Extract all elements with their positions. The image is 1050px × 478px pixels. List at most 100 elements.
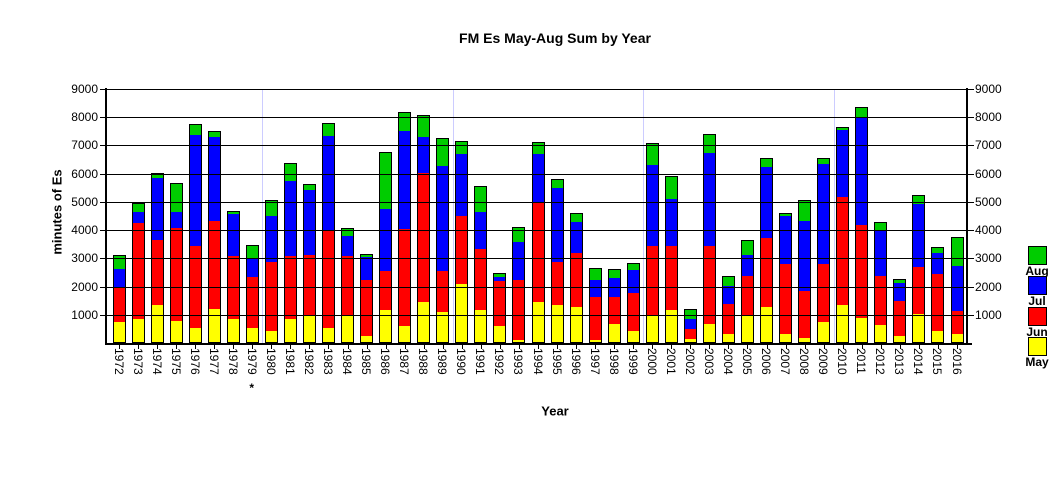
bar-segment-aug xyxy=(265,200,277,217)
bar-segment-may xyxy=(189,327,201,342)
year-label: 2007 xyxy=(778,348,793,375)
year-label: 1981 xyxy=(282,348,297,375)
bar-segment-jun xyxy=(665,246,677,310)
bar-segment-aug xyxy=(780,214,792,217)
bar-2014 xyxy=(912,194,926,343)
bar-segment-jun xyxy=(265,261,277,331)
bar-segment-jun xyxy=(513,280,525,340)
x-tick xyxy=(728,345,729,349)
x-tick xyxy=(424,345,425,349)
bar-segment-jul xyxy=(875,230,887,276)
y-tick-left xyxy=(100,173,107,175)
bar-segment-aug xyxy=(665,176,677,200)
year-label: 2016 xyxy=(949,348,964,375)
y-tick-right xyxy=(968,286,974,288)
year-label: 2014 xyxy=(911,348,926,375)
y-tick-left xyxy=(100,286,107,288)
y-tick-label-right: 1000 xyxy=(975,307,1002,322)
year-label: 1985 xyxy=(359,348,374,375)
x-tick xyxy=(309,345,310,349)
x-tick xyxy=(862,345,863,349)
bar-segment-jul xyxy=(380,209,392,272)
bar-segment-jul xyxy=(684,319,696,330)
bar-1998 xyxy=(607,269,621,343)
bar-segment-may xyxy=(437,312,449,342)
year-label: 1976 xyxy=(187,348,202,375)
gridline xyxy=(107,173,966,175)
bar-segment-aug xyxy=(837,127,849,131)
bar-segment-jul xyxy=(742,255,753,277)
bar-segment-jun xyxy=(113,286,125,323)
x-tick xyxy=(633,345,634,349)
x-tick xyxy=(443,345,444,349)
bar-segment-may xyxy=(418,302,430,342)
bar-1972 xyxy=(112,254,126,343)
bar-segment-may xyxy=(894,336,906,342)
bar-segment-jun xyxy=(722,303,734,334)
y-tick-right xyxy=(968,230,974,232)
bar-2008 xyxy=(798,199,812,343)
decade-guide-line xyxy=(833,89,835,343)
bar-2012 xyxy=(874,221,888,343)
bar-segment-aug xyxy=(475,186,487,213)
x-tick xyxy=(271,345,272,349)
year-label: 1978 xyxy=(225,348,240,375)
bar-segment-jul xyxy=(113,268,125,287)
bar-2015 xyxy=(931,246,945,343)
bar-segment-may xyxy=(837,305,849,342)
bar-segment-jul xyxy=(722,286,734,304)
bar-segment-may xyxy=(151,305,163,342)
bar-segment-jul xyxy=(608,278,620,297)
year-label: 1997 xyxy=(587,348,602,375)
bar-segment-aug xyxy=(208,131,220,138)
bar-segment-jun xyxy=(894,301,906,337)
x-tick xyxy=(138,345,139,349)
y-tick-label-left: 8000 xyxy=(71,110,98,125)
bar-segment-may xyxy=(227,319,239,342)
bar-segment-jun xyxy=(799,291,811,338)
x-tick xyxy=(957,345,958,349)
bar-segment-aug xyxy=(342,229,353,237)
bar-segment-jun xyxy=(818,264,830,323)
bar-1975 xyxy=(169,183,183,343)
bar-segment-aug xyxy=(132,204,144,213)
bar-segment-jun xyxy=(380,271,392,310)
year-label: 2011 xyxy=(854,348,869,374)
bar-segment-jul xyxy=(513,242,525,281)
bar-1999 xyxy=(626,262,640,343)
x-tick xyxy=(919,345,920,349)
bar-segment-jul xyxy=(342,236,353,256)
y-tick-label-right: 9000 xyxy=(975,82,1002,96)
y-tick-right xyxy=(968,173,974,175)
bar-segment-may xyxy=(570,306,582,342)
bar-segment-jun xyxy=(151,240,163,306)
bar-segment-may xyxy=(742,315,753,342)
x-tick xyxy=(195,345,196,349)
y-axis-left xyxy=(105,88,107,345)
bar-segment-jul xyxy=(856,117,868,225)
x-tick xyxy=(595,345,596,349)
year-label: 1999 xyxy=(625,348,640,375)
x-tick xyxy=(233,345,234,349)
bar-segment-jun xyxy=(342,255,353,316)
year-label: 1972 xyxy=(111,348,126,375)
y-tick-left xyxy=(100,145,107,147)
legend-label-jun: Jun xyxy=(1026,324,1048,339)
bar-segment-may xyxy=(856,318,868,342)
x-tick xyxy=(386,345,387,349)
year-label: 2003 xyxy=(701,348,716,375)
bar-segment-jun xyxy=(418,172,430,303)
year-label: 1989 xyxy=(435,348,450,375)
y-tick-label-left: 5000 xyxy=(71,194,98,209)
bar-segment-jun xyxy=(304,254,315,316)
bar-segment-may xyxy=(380,309,392,342)
bar-segment-aug xyxy=(951,237,963,266)
year-label: 1996 xyxy=(568,348,583,375)
bar-1993 xyxy=(512,227,526,343)
bar-segment-jul xyxy=(799,220,811,292)
bar-1977 xyxy=(207,130,221,343)
year-label: 2009 xyxy=(816,348,831,375)
bar-2007 xyxy=(779,213,793,343)
bar-segment-jun xyxy=(913,267,925,314)
